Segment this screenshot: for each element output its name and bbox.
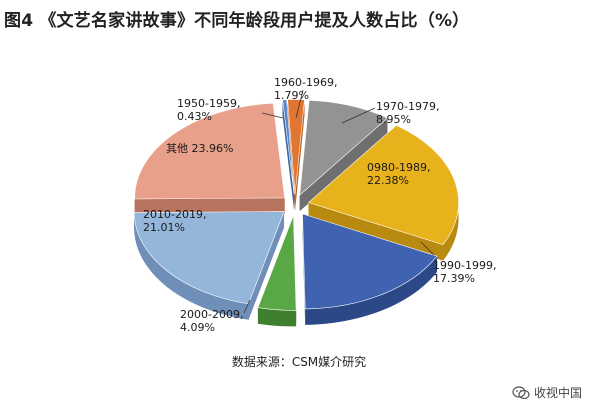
slice-category-4: 2000-2009, (180, 308, 243, 321)
slice-value-2: 22.38% (367, 174, 409, 187)
pie-slice-5 (133, 211, 285, 320)
slice-value-1: 8.95% (376, 113, 411, 126)
pie-slice-2 (307, 125, 459, 261)
watermark-text: 收视中国 (534, 386, 583, 400)
slice-category-0: 1960-1969, (274, 76, 337, 89)
slice-label-3: 1990-1999, 17.39% (433, 259, 496, 285)
slice-label-text-6: 其他 23.96% (166, 142, 233, 155)
data-source: 数据来源：CSM媒介研究 (231, 355, 367, 369)
pie-slice-3 (302, 213, 438, 325)
pie-slice-4 (257, 215, 297, 327)
slice-category-2: 0980-1989, (367, 161, 430, 174)
slice-value-5: 21.01% (143, 221, 185, 234)
slice-category-3: 1990-1999, (433, 259, 496, 272)
chart-title: 图4 《文艺名家讲故事》不同年龄段用户提及人数占比（%） (4, 11, 470, 31)
slice-label-7: 1950-1959, 0.43% (177, 97, 240, 123)
slice-value-7: 0.43% (177, 110, 212, 123)
slice-label-2: 0980-1989, 22.38% (367, 161, 430, 187)
watermark: 收视中国 (512, 384, 582, 401)
slice-label-5: 2010-2019, 21.01% (143, 208, 206, 234)
slice-label-6: 其他 23.96% (166, 142, 233, 155)
slice-label-0: 1960-1969, 1.79% (274, 76, 337, 102)
leader-line-3 (420, 241, 435, 256)
slice-value-0: 1.79% (274, 89, 309, 102)
slice-value-3: 17.39% (433, 272, 475, 285)
slice-value-4: 4.09% (180, 321, 215, 334)
leader-line-7 (261, 112, 284, 119)
slice-category-7: 1950-1959, (177, 97, 240, 110)
pie-slice-7 (282, 99, 295, 211)
slice-label-4: 2000-2009, 4.09% (180, 308, 243, 334)
pie-slice-6 (134, 102, 286, 216)
slice-category-1: 1970-1979, (376, 100, 439, 113)
slice-label-1: 1970-1979, 8.95% (376, 100, 439, 126)
leader-line-4 (243, 299, 251, 314)
pie-slice-1 (299, 99, 389, 212)
wechat-icon (512, 385, 530, 399)
leader-line-1 (341, 107, 376, 124)
slice-category-5: 2010-2019, (143, 208, 206, 221)
leader-line-0 (295, 89, 304, 119)
